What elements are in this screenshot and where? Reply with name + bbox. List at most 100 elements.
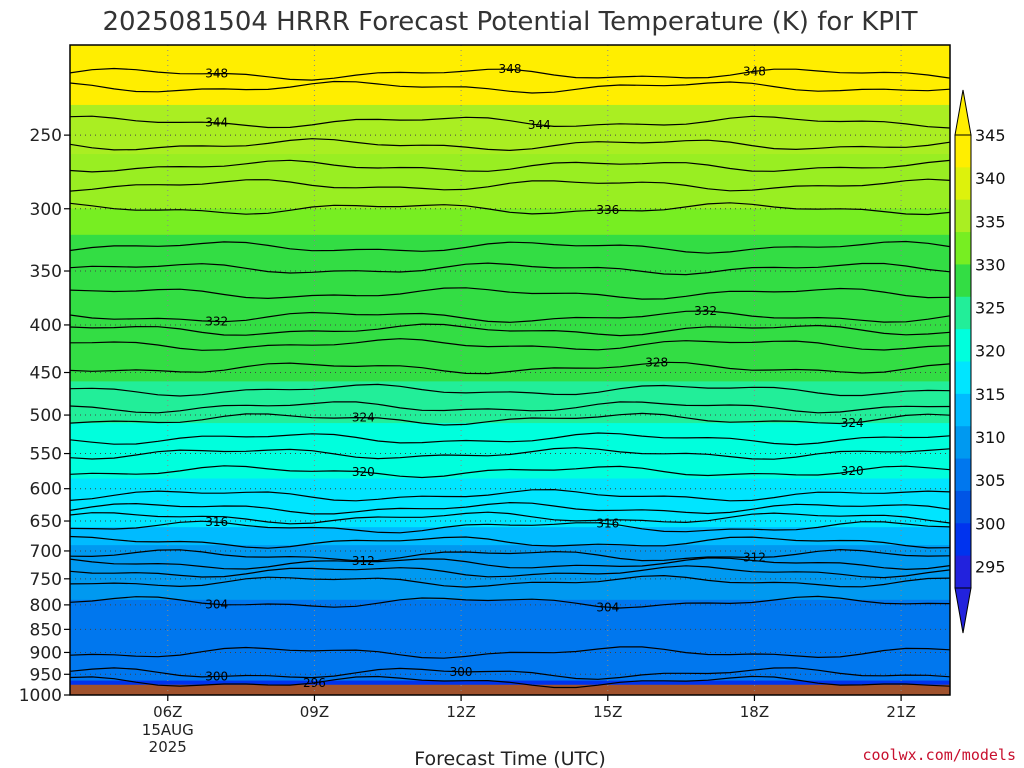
contour-line <box>69 501 951 515</box>
fill-band <box>70 104 950 155</box>
fill-band <box>70 599 950 682</box>
contour-label: 348 <box>499 62 522 76</box>
contour-line <box>69 115 951 129</box>
y-axis: 250 300 350 400 450 500 550 600 650 700 750 800 850 9… <box>19 126 70 706</box>
contour-label: 336 <box>596 203 619 217</box>
credit-text: coolwx.com/models <box>862 746 1016 764</box>
contour-label: 344 <box>205 116 228 130</box>
x-tick-label: 09Z <box>300 703 329 721</box>
colorbar-segment <box>955 458 971 492</box>
y-tick-label: 750 <box>30 570 62 590</box>
colorbar-label: 345 <box>975 126 1006 145</box>
colorbar-label: 310 <box>975 428 1006 447</box>
contour-line <box>69 361 951 375</box>
contour-label: 324 <box>841 416 864 430</box>
contour-label: 320 <box>841 464 864 478</box>
colorbar-segment <box>955 264 971 298</box>
contour-line <box>69 574 951 588</box>
contour-line <box>69 447 951 460</box>
y-tick-label: 950 <box>30 665 62 685</box>
fill-band <box>70 527 950 546</box>
y-tick-label: 800 <box>30 596 62 616</box>
colorbar-segment <box>955 329 971 362</box>
contour-line <box>69 465 951 479</box>
y-tick-label: 250 <box>30 126 62 146</box>
contour-line <box>69 412 951 426</box>
colorbar-segment <box>955 523 971 557</box>
contour-line <box>69 432 951 446</box>
contour-line <box>69 595 951 609</box>
contour-label: 316 <box>596 517 619 531</box>
colorbar-segment <box>955 555 971 589</box>
contour-line <box>69 159 951 173</box>
colorbar-label: 295 <box>975 557 1006 576</box>
colorbar-label: 330 <box>975 255 1006 274</box>
contour-line <box>69 67 951 81</box>
y-tick-label: 500 <box>30 406 62 426</box>
colorbar-segment <box>955 361 971 395</box>
x-tick-label: 06Z <box>153 703 182 721</box>
colorbar-label: 305 <box>975 471 1006 490</box>
colorbar-label: 335 <box>975 212 1006 231</box>
contour-label: 296 <box>303 676 326 690</box>
y-tick-label: 450 <box>30 364 62 384</box>
contour-line <box>69 240 951 254</box>
contour-label: 312 <box>743 551 766 565</box>
contour-line <box>69 178 951 192</box>
y-tick-label: 300 <box>30 200 62 220</box>
contour-line <box>69 565 951 579</box>
colorbar-label: 325 <box>975 299 1006 318</box>
colorbar-arrow-bottom <box>954 587 972 634</box>
fill-band <box>70 680 950 686</box>
y-tick-label: 900 <box>30 643 62 663</box>
x-tick-sublabel: 2025 <box>149 738 187 756</box>
contour-line <box>69 667 951 680</box>
contour-line <box>69 488 951 502</box>
contour-label: 348 <box>743 64 766 78</box>
contour-line <box>69 310 951 323</box>
y-tick-label: 350 <box>30 262 62 282</box>
contour-label: 328 <box>645 356 668 370</box>
contour-line <box>69 548 951 562</box>
colorbar-segment <box>955 232 971 265</box>
colorbar-label: 340 <box>975 169 1006 188</box>
x-tick-label: 15Z <box>593 703 622 721</box>
contour-label: 300 <box>450 665 473 679</box>
contour-line <box>69 80 951 94</box>
colorbar-segment <box>955 393 971 427</box>
contour-label: 304 <box>596 600 619 614</box>
x-axis-label: Forecast Time (UTC) <box>414 748 605 768</box>
contour-line <box>69 675 951 689</box>
plot-area: 348 348 348 344 344 336 332 332 328 324 324 320 320 3… <box>69 44 951 696</box>
colorbar-arrow-top <box>954 89 972 136</box>
contour-line <box>69 646 951 659</box>
contour-label: 300 <box>205 670 228 684</box>
contour-line <box>69 535 951 549</box>
colorbar: 345 340 335 330 325 320 315 310 305 300 295 <box>954 89 1006 634</box>
contour-label: 316 <box>205 515 228 529</box>
colorbar-label: 300 <box>975 514 1006 533</box>
contour-line <box>69 287 951 300</box>
contour-label: 304 <box>205 597 228 611</box>
x-tick-label: 12Z <box>446 703 475 721</box>
contour-line <box>69 338 951 351</box>
contour-line <box>69 323 951 337</box>
colorbar-segment <box>955 167 971 201</box>
plot-frame <box>69 44 951 696</box>
contour-line <box>69 520 951 534</box>
contour-label: 320 <box>352 465 375 479</box>
fill-band <box>70 154 950 210</box>
colorbar-label: 315 <box>975 385 1006 404</box>
fill-band <box>70 381 950 424</box>
contour-line <box>69 202 951 216</box>
fill-band <box>70 208 950 236</box>
colorbar-segment <box>955 490 971 524</box>
y-tick-label: 600 <box>30 480 62 500</box>
contour-label: 332 <box>205 315 228 329</box>
fill-band <box>70 684 950 696</box>
contour-line <box>69 511 951 525</box>
contour-label: 324 <box>352 411 375 425</box>
contour-line <box>69 383 951 397</box>
fill-band <box>70 234 950 382</box>
